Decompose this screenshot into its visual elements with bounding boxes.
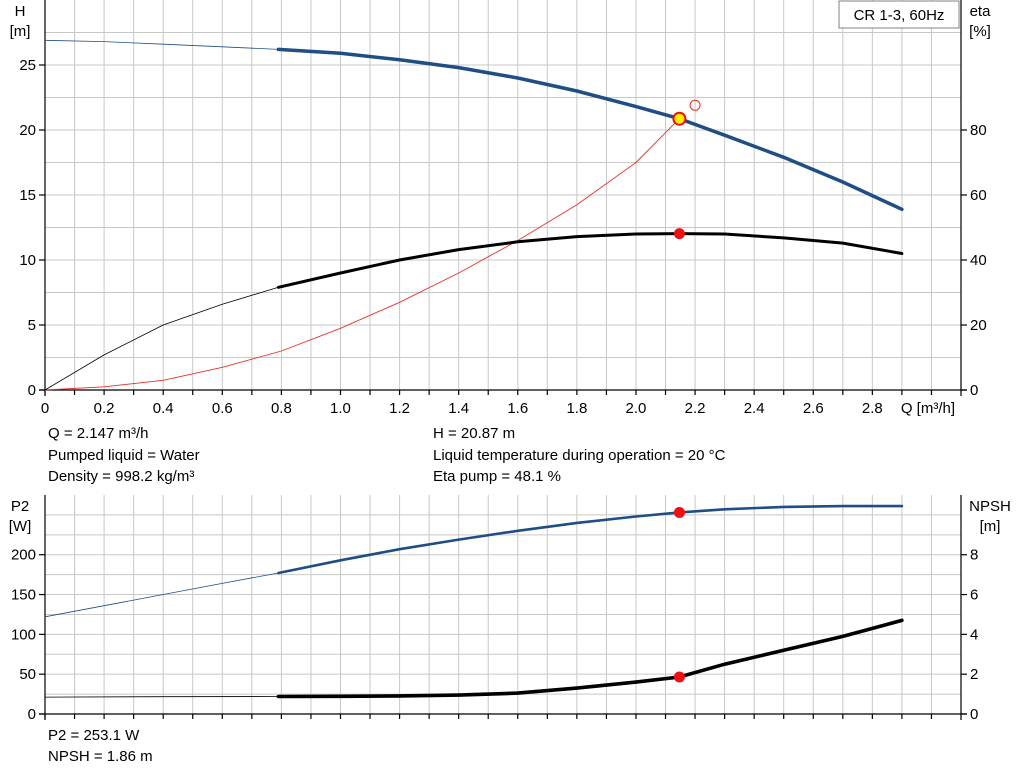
chart-title: CR 1-3, 60Hz <box>854 7 945 24</box>
tick-label-x: 2.8 <box>862 400 883 417</box>
tick-label-x: 2.4 <box>744 400 765 417</box>
head-eta-chart: 0 5 10 15 20 25 0 20 40 60 80 0 0.2 0.4 0.6 0.8 1.0 1.2 1.… <box>10 0 992 417</box>
tick-label-left: 150 <box>11 587 36 604</box>
y-axis-label-left: [W] <box>9 518 32 535</box>
tick-label-right: 40 <box>970 252 987 269</box>
tick-label-x: 0.6 <box>212 400 233 417</box>
tick-label-x: 0.8 <box>271 400 292 417</box>
eta-pump-value: Eta pump = 48.1 % <box>433 468 561 485</box>
tick-label-right: 8 <box>970 547 978 564</box>
y-axis-label-right: eta <box>970 3 992 20</box>
p2-value: P2 = 253.1 W <box>48 727 140 744</box>
tick-label-right: 2 <box>970 666 978 683</box>
tick-label-x: 1.6 <box>507 400 528 417</box>
tick-label-x: 1.8 <box>566 400 587 417</box>
duty-point-marker <box>672 111 687 126</box>
tick-label-left: 200 <box>11 547 36 564</box>
y-axis-label-left: P2 <box>11 498 29 515</box>
tick-label-left: 20 <box>19 122 36 139</box>
chart-title-box <box>838 0 960 29</box>
tick-label-left: 50 <box>19 666 36 683</box>
y-axis-label-right: [m] <box>980 518 1001 535</box>
flow-value: Q = 2.147 m³/h <box>48 425 149 442</box>
tick-label-left: 100 <box>11 626 36 643</box>
tick-label-left: 0 <box>28 382 36 399</box>
head-value: H = 20.87 m <box>433 425 516 442</box>
curve-p2-thin <box>44 572 279 618</box>
y-axis-label-left: H <box>15 3 26 20</box>
curve-npsh-thin <box>44 696 279 698</box>
tick-label-right: 6 <box>970 587 978 604</box>
tick-label-right: 80 <box>970 122 987 139</box>
pumped-liquid: Pumped liquid = Water <box>48 447 200 464</box>
y-axis-label-left: [m] <box>10 23 31 40</box>
curve-eta_pump-thin <box>44 286 279 391</box>
curve-npsh <box>276 618 904 699</box>
tick-label-x: 2.6 <box>803 400 824 417</box>
operating-point-marker <box>673 671 685 683</box>
density-value: Density = 998.2 kg/m³ <box>48 468 195 485</box>
y-axis-label-right: [%] <box>969 23 991 40</box>
tick-label-x: 2.2 <box>685 400 706 417</box>
tick-label-right: 4 <box>970 626 978 643</box>
curve-p2 <box>277 504 904 575</box>
curve-head <box>276 47 904 212</box>
tick-label-right: 60 <box>970 187 987 204</box>
tick-label-right: 20 <box>970 317 987 334</box>
liquid-temperature: Liquid temperature during operation = 20… <box>433 447 726 464</box>
tick-label-left: 10 <box>19 252 36 269</box>
tick-label-left: 0 <box>28 706 36 723</box>
tick-label-left: 15 <box>19 187 36 204</box>
tick-label-x: 0.4 <box>153 400 174 417</box>
y-axis-label-right: NPSH <box>969 498 1011 515</box>
curve-head-thin <box>44 39 279 50</box>
tick-label-right: 0 <box>970 706 978 723</box>
tick-label-left: 25 <box>19 57 36 74</box>
tick-label-x: 1.4 <box>448 400 469 417</box>
operating-point-marker <box>673 506 685 518</box>
requested-point-marker <box>689 99 701 111</box>
tick-label-x: 1.0 <box>330 400 351 417</box>
curve-eta <box>44 118 680 391</box>
tick-label-right: 0 <box>970 382 978 399</box>
tick-label-x: 1.2 <box>389 400 410 417</box>
curve-eta_pump <box>276 232 904 289</box>
operating-point-marker <box>673 228 685 240</box>
tick-label-x: 0 <box>41 400 49 417</box>
x-axis-label: Q [m³/h] <box>901 400 955 417</box>
tick-label-x: 2.0 <box>626 400 647 417</box>
tick-label-left: 5 <box>28 317 36 334</box>
npsh-value: NPSH = 1.86 m <box>48 748 153 765</box>
tick-label-x: 0.2 <box>94 400 115 417</box>
